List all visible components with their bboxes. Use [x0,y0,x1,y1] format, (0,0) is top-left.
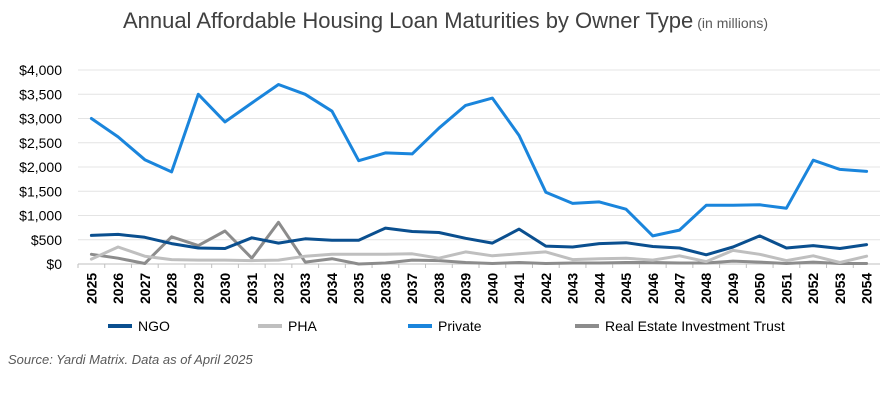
x-tick-label: 2047 [672,273,688,304]
legend-label-ngo: NGO [138,318,170,334]
legend-swatch-pha [258,324,282,328]
x-tick-label: 2044 [591,273,607,304]
legend-item-ngo[interactable]: NGO [108,314,170,338]
x-tick-label: 2038 [431,273,447,304]
x-tick-label: 2043 [565,273,581,304]
x-tick-label: 2052 [805,273,821,304]
y-tick-label: $0 [46,256,62,272]
series-line-pha[interactable] [89,245,869,264]
legend-label-reit: Real Estate Investment Trust [605,318,785,334]
series-line-real-estate-investment-trust[interactable] [89,220,869,266]
source-note: Source: Yardi Matrix. Data as of April 2… [8,352,253,367]
x-tick-label: 2035 [351,273,367,304]
x-tick-label: 2054 [859,273,875,304]
y-axis-ticks: $0 $500 $1,000 $1,500 $2,000 $2,500 $3,000 $3,5… [19,62,62,272]
chart-subtitle: (in millions) [697,15,769,31]
x-tick-label: 2032 [271,273,287,304]
x-tick-label: 2028 [164,273,180,304]
legend-item-private[interactable]: Private [408,314,482,338]
x-tick-label: 2025 [83,273,99,304]
line-chart: $0 $500 $1,000 $1,500 $2,000 $2,500 $3,000 $3,5… [19,62,880,304]
legend-swatch-ngo [108,324,132,328]
legend: NGO PHA Private Real Estate Investment T… [0,314,891,338]
x-tick-label: 2037 [404,273,420,304]
y-tick-label: $4,000 [19,62,62,78]
x-tick-label: 2040 [484,273,500,304]
x-tick-label: 2029 [190,273,206,304]
y-tick-label: $3,000 [19,111,62,127]
x-tick-label: 2051 [778,273,794,304]
x-tick-label: 2046 [645,273,661,304]
y-tick-label: $2,000 [19,159,62,175]
x-tick-label: 2033 [297,273,313,304]
chart-title: Annual Affordable Housing Loan Maturitie… [0,8,891,34]
x-tick-label: 2030 [217,273,233,304]
x-tick-label: 2048 [698,273,714,304]
y-tick-label: $3,500 [19,86,62,102]
x-tick-label: 2034 [324,273,340,304]
y-tick-label: $1,000 [19,208,62,224]
y-tick-label: $1,500 [19,183,62,199]
y-tick-label: $500 [31,232,62,248]
series-lines [89,83,869,266]
chart-title-text: Annual Affordable Housing Loan Maturitie… [122,8,694,33]
x-tick-label: 2039 [458,273,474,304]
x-tick-label: 2041 [511,273,527,304]
y-tick-label: $2,500 [19,135,62,151]
x-tick-label: 2045 [618,273,634,304]
series-line-private[interactable] [89,83,869,238]
legend-label-private: Private [438,318,482,334]
legend-label-pha: PHA [288,318,317,334]
x-tick-label: 2042 [538,273,554,304]
x-tick-label: 2049 [725,273,741,304]
x-tick-label: 2026 [110,273,126,304]
x-tick-label: 2027 [137,273,153,304]
x-tick-label: 2036 [377,273,393,304]
legend-item-reit[interactable]: Real Estate Investment Trust [575,314,785,338]
series-line-ngo[interactable] [89,226,869,257]
legend-swatch-private [408,324,432,328]
x-tick-label: 2053 [832,273,848,304]
x-tick-label: 2050 [752,273,768,304]
x-tick-label: 2031 [244,273,260,304]
legend-swatch-reit [575,324,599,328]
legend-item-pha[interactable]: PHA [258,314,317,338]
x-axis-ticks: 2025 2026 2027 2028 2029 2030 2031 2032 2033 2034… [77,264,875,304]
